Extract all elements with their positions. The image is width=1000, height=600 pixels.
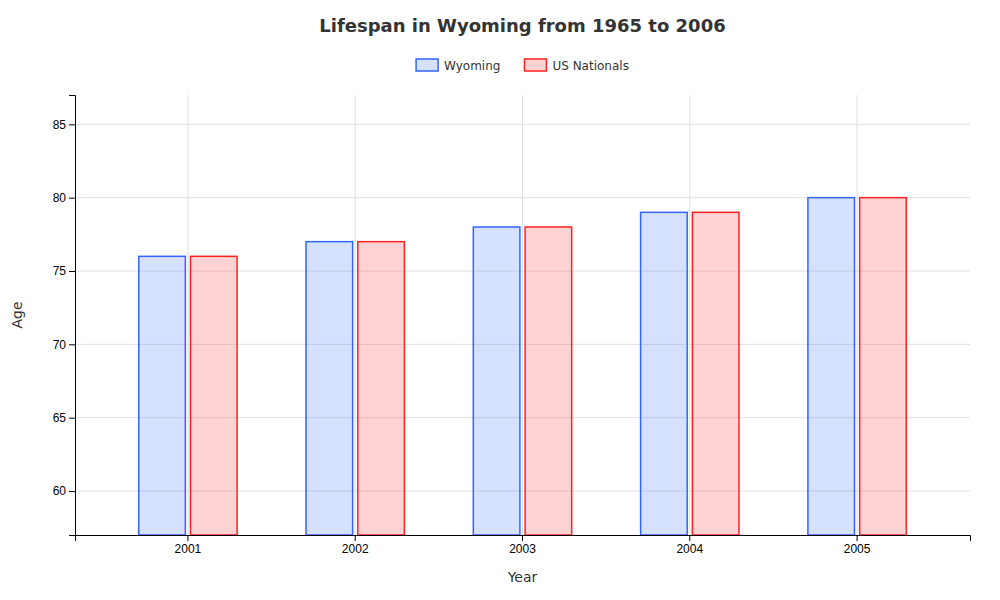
chart: 2001 2002 2003 2004 2005 60 65 70 75 80 85 Lifespan… xyxy=(0,0,1000,600)
x-axis: 2001 2002 2003 2004 2005 xyxy=(76,535,971,556)
legend: Wyoming US Nationals xyxy=(416,59,629,73)
tick-label: 65 xyxy=(53,411,67,425)
tick-mark xyxy=(69,198,75,199)
bars xyxy=(139,198,907,535)
bar xyxy=(191,256,238,535)
tick: 80 xyxy=(53,191,75,205)
grid-line xyxy=(689,95,690,535)
tick: 2002 xyxy=(342,535,369,556)
tick: 75 xyxy=(53,264,75,278)
tick-mark xyxy=(69,124,75,125)
grid-line xyxy=(187,95,188,535)
bar xyxy=(641,212,688,535)
tick: 2004 xyxy=(676,535,703,556)
tick-mark xyxy=(69,344,75,345)
grid-line xyxy=(857,95,858,535)
y-axis-label: Age xyxy=(9,301,25,328)
tick: 2001 xyxy=(175,535,202,556)
bar-series xyxy=(139,198,855,535)
title: Lifespan in Wyoming from 1965 to 2006 xyxy=(319,15,725,36)
bar xyxy=(525,227,572,535)
tick: 2005 xyxy=(844,535,871,556)
tick-mark xyxy=(689,535,690,541)
grid xyxy=(75,95,970,535)
bar xyxy=(358,242,405,535)
tick-label: 2005 xyxy=(844,542,871,556)
bar xyxy=(808,198,855,535)
grid-line xyxy=(522,95,523,535)
tick: 85 xyxy=(53,118,75,132)
legend-swatch xyxy=(416,59,438,71)
bar xyxy=(473,227,520,535)
legend-label: US Nationals xyxy=(552,59,628,73)
legend-swatch xyxy=(524,59,546,71)
tick-mark xyxy=(522,535,523,541)
plot: 2001 2002 2003 2004 2005 60 65 70 75 80 85 xyxy=(53,95,971,556)
tick-label: 60 xyxy=(53,484,67,498)
tick-mark xyxy=(69,418,75,419)
tick: 70 xyxy=(53,338,75,352)
tick-label: 2004 xyxy=(676,542,703,556)
y-axis: 60 65 70 75 80 85 xyxy=(53,96,76,536)
tick-mark xyxy=(69,271,75,272)
legend-item: Wyoming xyxy=(416,59,500,73)
bar xyxy=(306,242,353,535)
grid-line xyxy=(355,95,356,535)
tick-label: 70 xyxy=(53,338,67,352)
axis-line xyxy=(76,536,971,542)
tick: 65 xyxy=(53,411,75,425)
tick-label: 75 xyxy=(53,264,67,278)
tick: 60 xyxy=(53,484,75,498)
tick-mark xyxy=(69,491,75,492)
legend-item: US Nationals xyxy=(524,59,628,73)
tick-mark xyxy=(355,535,356,541)
tick-label: 2003 xyxy=(509,542,536,556)
tick-label: 85 xyxy=(53,118,67,132)
tick: 2003 xyxy=(509,535,536,556)
tick-label: 2001 xyxy=(175,542,202,556)
x-axis-label: Year xyxy=(507,569,538,585)
axis-line xyxy=(69,96,76,536)
bar-series xyxy=(191,198,907,535)
tick-mark xyxy=(187,535,188,541)
tick-mark xyxy=(857,535,858,541)
bar xyxy=(860,198,907,535)
legend-label: Wyoming xyxy=(444,59,500,73)
tick-label: 80 xyxy=(53,191,67,205)
bar xyxy=(692,212,739,535)
bar xyxy=(139,256,186,535)
tick-label: 2002 xyxy=(342,542,369,556)
